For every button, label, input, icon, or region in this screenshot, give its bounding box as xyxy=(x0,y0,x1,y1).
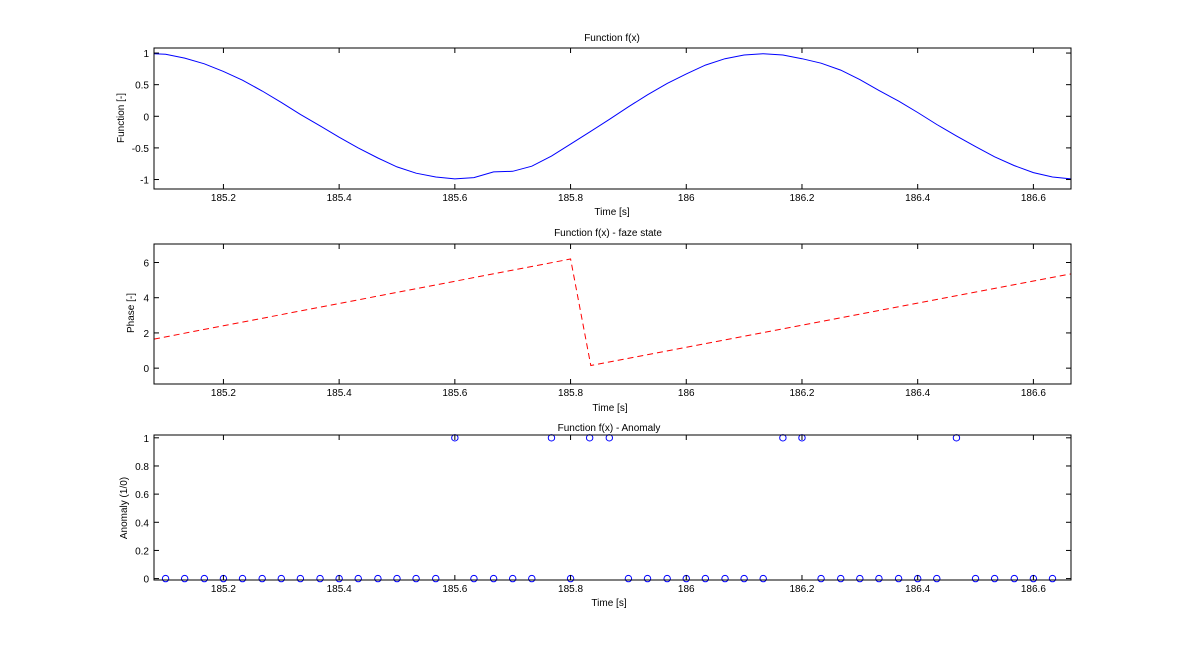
x-tick-label-function: 185.8 xyxy=(558,193,583,204)
y-tick-label-function: -0.5 xyxy=(132,144,150,155)
data-point-anomaly xyxy=(296,574,305,583)
x-tick-label-anomaly: 185.6 xyxy=(442,584,467,595)
y-tick-label-function: 0.5 xyxy=(135,81,149,92)
series-line-function xyxy=(153,53,1072,180)
data-point-anomaly xyxy=(258,574,266,583)
data-point-anomaly xyxy=(933,574,941,583)
subplot-phase: 185.2 185.4 185.6 185.8 186 186.2 186.4 186.6 0 2… xyxy=(126,228,1072,414)
data-point-anomaly xyxy=(643,574,652,583)
x-tick-label-function: 186 xyxy=(678,193,695,204)
x-tick-label-anomaly: 185.8 xyxy=(558,584,583,595)
data-point-anomaly xyxy=(1010,574,1019,583)
plot-area-phase xyxy=(154,244,1071,384)
data-point-anomaly xyxy=(1048,574,1057,583)
data-point-anomaly xyxy=(200,574,209,583)
x-tick-label-phase: 185.4 xyxy=(327,388,352,399)
data-point-anomaly xyxy=(701,574,710,583)
data-point-anomaly xyxy=(161,574,170,583)
data-point-anomaly xyxy=(470,574,478,583)
y-tick-label-phase: 0 xyxy=(143,364,149,375)
xlabel-function: Time [s] xyxy=(594,207,629,218)
y-tick-label-anomaly: 0.8 xyxy=(135,462,149,473)
data-point-anomaly xyxy=(894,574,903,583)
x-tick-label-phase: 185.8 xyxy=(558,388,583,399)
data-point-anomaly xyxy=(374,574,382,583)
axes-box-function xyxy=(153,47,1072,190)
data-point-anomaly xyxy=(180,574,189,583)
plot-area-anomaly xyxy=(154,435,1071,580)
x-tick-label-anomaly: 186.2 xyxy=(789,584,814,595)
x-tick-label-phase: 185.6 xyxy=(442,388,467,399)
y-tick-label-anomaly: 1 xyxy=(143,434,149,445)
data-point-anomaly xyxy=(740,574,748,583)
x-tick-label-phase: 185.2 xyxy=(211,388,236,399)
subplot-function: 185.2 185.4 185.6 185.8 186 186.2 186.4 186.6 -1… xyxy=(116,33,1072,218)
title-function: Function f(x) xyxy=(584,33,640,44)
y-tick-label-phase: 4 xyxy=(143,294,149,305)
data-point-anomaly xyxy=(354,574,362,583)
data-point-anomaly xyxy=(856,574,864,583)
title-anomaly: Function f(x) - Anomaly xyxy=(558,423,661,434)
x-tick-label-function: 185.4 xyxy=(327,193,352,204)
data-point-anomaly xyxy=(528,574,536,583)
data-point-anomaly xyxy=(412,574,420,583)
ticks-function: 185.2 185.4 185.6 185.8 186 186.2 186.4 186.6 -1… xyxy=(132,48,1071,204)
series-line-phase xyxy=(153,258,1072,367)
y-tick-label-function: 0 xyxy=(143,112,149,123)
y-tick-label-anomaly: 0.2 xyxy=(135,546,149,557)
x-tick-label-function: 186.6 xyxy=(1021,193,1046,204)
data-point-anomaly xyxy=(837,574,845,583)
data-point-anomaly xyxy=(489,574,498,583)
x-tick-label-phase: 186.2 xyxy=(789,388,814,399)
data-point-anomaly xyxy=(509,574,517,583)
x-tick-label-anomaly: 186.6 xyxy=(1021,584,1046,595)
xlabel-anomaly: Time [s] xyxy=(591,598,626,609)
y-tick-label-function: -1 xyxy=(140,176,149,187)
data-point-anomaly xyxy=(663,574,671,583)
ylabel-anomaly: Anomaly (1/0) xyxy=(119,477,130,539)
data-point-anomaly xyxy=(875,574,883,583)
series-phase xyxy=(153,258,1072,367)
y-tick-label-function: 1 xyxy=(143,49,149,60)
ticks-anomaly: 185.2 185.4 185.6 185.8 186 186.2 186.4 186.6 0 0… xyxy=(135,434,1071,595)
data-point-anomaly xyxy=(624,574,633,583)
x-tick-label-anomaly: 185.2 xyxy=(211,584,236,595)
data-point-anomaly xyxy=(238,574,247,583)
axes-box-anomaly xyxy=(153,434,1072,581)
title-phase: Function f(x) - faze state xyxy=(554,228,662,239)
y-tick-label-anomaly: 0 xyxy=(143,575,149,586)
xlabel-phase: Time [s] xyxy=(592,403,627,414)
x-tick-label-anomaly: 186 xyxy=(678,584,695,595)
x-tick-label-function: 185.2 xyxy=(211,193,236,204)
data-point-anomaly xyxy=(759,574,767,583)
data-point-anomaly xyxy=(277,574,285,583)
ticks-phase: 185.2 185.4 185.6 185.8 186 186.2 186.4 186.6 0 2… xyxy=(143,244,1071,399)
data-point-anomaly xyxy=(432,574,440,583)
data-point-anomaly xyxy=(971,574,980,583)
plot-area-function xyxy=(154,48,1071,189)
y-tick-label-phase: 6 xyxy=(143,258,149,269)
x-tick-label-function: 186.2 xyxy=(789,193,814,204)
x-tick-label-phase: 186 xyxy=(678,388,695,399)
series-function xyxy=(153,53,1072,180)
subplot-anomaly: 185.2 185.4 185.6 185.8 186 186.2 186.4 186.6 0 0… xyxy=(119,423,1072,609)
x-tick-label-function: 186.4 xyxy=(905,193,930,204)
x-tick-label-function: 185.6 xyxy=(442,193,467,204)
axes-box-phase xyxy=(153,243,1072,385)
ylabel-phase: Phase [-] xyxy=(126,293,137,333)
data-point-anomaly xyxy=(990,574,999,583)
x-tick-label-anomaly: 186.4 xyxy=(905,584,930,595)
y-tick-label-phase: 2 xyxy=(143,329,149,340)
data-point-anomaly xyxy=(721,574,729,583)
ylabel-function: Function [-] xyxy=(116,93,127,143)
data-point-anomaly xyxy=(817,574,825,583)
y-tick-label-anomaly: 0.6 xyxy=(135,490,149,501)
x-tick-label-anomaly: 185.4 xyxy=(327,584,352,595)
x-tick-label-phase: 186.6 xyxy=(1021,388,1046,399)
x-tick-label-phase: 186.4 xyxy=(905,388,930,399)
data-point-anomaly xyxy=(316,574,324,583)
data-point-anomaly xyxy=(393,574,401,583)
y-tick-label-anomaly: 0.4 xyxy=(135,518,149,529)
